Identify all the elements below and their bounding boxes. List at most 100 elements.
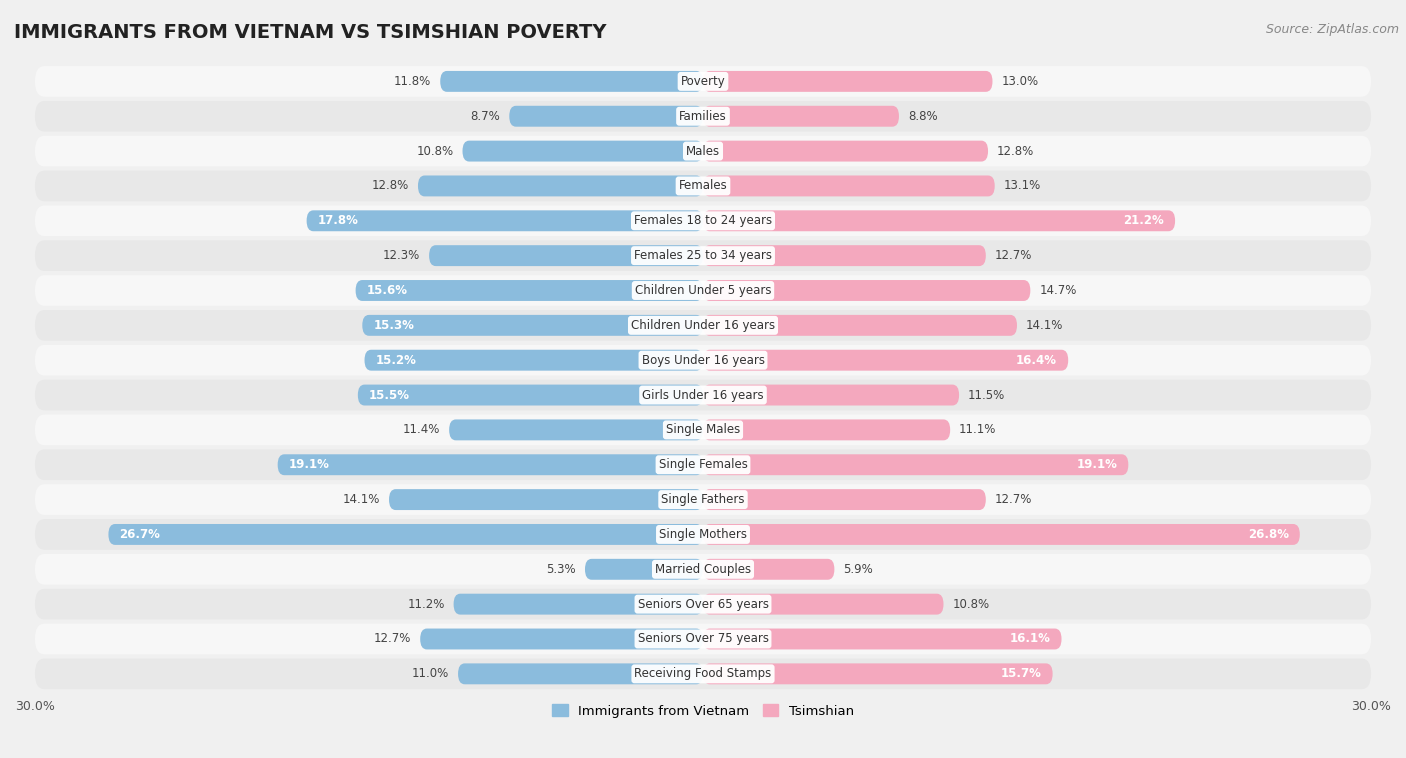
FancyBboxPatch shape xyxy=(35,519,1371,550)
Text: 12.3%: 12.3% xyxy=(382,249,420,262)
Text: 13.1%: 13.1% xyxy=(1004,180,1040,193)
FancyBboxPatch shape xyxy=(389,489,703,510)
FancyBboxPatch shape xyxy=(418,176,703,196)
Text: Married Couples: Married Couples xyxy=(655,562,751,576)
FancyBboxPatch shape xyxy=(35,659,1371,689)
Text: 11.5%: 11.5% xyxy=(967,389,1005,402)
Text: 12.8%: 12.8% xyxy=(371,180,409,193)
Text: 16.4%: 16.4% xyxy=(1017,354,1057,367)
Text: 11.1%: 11.1% xyxy=(959,424,997,437)
Text: 5.3%: 5.3% xyxy=(547,562,576,576)
FancyBboxPatch shape xyxy=(35,66,1371,97)
Text: 19.1%: 19.1% xyxy=(1077,459,1118,471)
FancyBboxPatch shape xyxy=(35,240,1371,271)
FancyBboxPatch shape xyxy=(703,419,950,440)
Text: 13.0%: 13.0% xyxy=(1001,75,1039,88)
Text: Females: Females xyxy=(679,180,727,193)
Text: Source: ZipAtlas.com: Source: ZipAtlas.com xyxy=(1265,23,1399,36)
FancyBboxPatch shape xyxy=(429,245,703,266)
Text: Boys Under 16 years: Boys Under 16 years xyxy=(641,354,765,367)
FancyBboxPatch shape xyxy=(703,210,1175,231)
Text: Single Females: Single Females xyxy=(658,459,748,471)
Text: Poverty: Poverty xyxy=(681,75,725,88)
FancyBboxPatch shape xyxy=(277,454,703,475)
Text: 11.4%: 11.4% xyxy=(404,424,440,437)
Text: 10.8%: 10.8% xyxy=(952,597,990,611)
FancyBboxPatch shape xyxy=(585,559,703,580)
Text: 26.7%: 26.7% xyxy=(120,528,160,541)
FancyBboxPatch shape xyxy=(463,141,703,161)
Text: 12.7%: 12.7% xyxy=(374,632,412,646)
Text: Females 25 to 34 years: Females 25 to 34 years xyxy=(634,249,772,262)
Text: 5.9%: 5.9% xyxy=(844,562,873,576)
FancyBboxPatch shape xyxy=(703,315,1017,336)
FancyBboxPatch shape xyxy=(449,419,703,440)
Legend: Immigrants from Vietnam, Tsimshian: Immigrants from Vietnam, Tsimshian xyxy=(547,699,859,723)
Text: Seniors Over 65 years: Seniors Over 65 years xyxy=(637,597,769,611)
Text: Families: Families xyxy=(679,110,727,123)
FancyBboxPatch shape xyxy=(35,345,1371,375)
FancyBboxPatch shape xyxy=(703,349,1069,371)
FancyBboxPatch shape xyxy=(703,176,994,196)
FancyBboxPatch shape xyxy=(703,280,1031,301)
Text: 14.1%: 14.1% xyxy=(343,493,380,506)
FancyBboxPatch shape xyxy=(35,136,1371,167)
Text: 16.1%: 16.1% xyxy=(1010,632,1050,646)
FancyBboxPatch shape xyxy=(35,310,1371,340)
FancyBboxPatch shape xyxy=(420,628,703,650)
Text: Males: Males xyxy=(686,145,720,158)
Text: 12.7%: 12.7% xyxy=(994,249,1032,262)
FancyBboxPatch shape xyxy=(307,210,703,231)
FancyBboxPatch shape xyxy=(35,171,1371,202)
FancyBboxPatch shape xyxy=(35,589,1371,619)
FancyBboxPatch shape xyxy=(454,594,703,615)
Text: Females 18 to 24 years: Females 18 to 24 years xyxy=(634,215,772,227)
FancyBboxPatch shape xyxy=(703,384,959,406)
Text: 11.0%: 11.0% xyxy=(412,667,449,681)
FancyBboxPatch shape xyxy=(363,315,703,336)
FancyBboxPatch shape xyxy=(703,245,986,266)
FancyBboxPatch shape xyxy=(703,594,943,615)
Text: 26.8%: 26.8% xyxy=(1247,528,1289,541)
Text: Girls Under 16 years: Girls Under 16 years xyxy=(643,389,763,402)
FancyBboxPatch shape xyxy=(35,624,1371,654)
Text: Children Under 5 years: Children Under 5 years xyxy=(634,284,772,297)
Text: 12.8%: 12.8% xyxy=(997,145,1035,158)
FancyBboxPatch shape xyxy=(703,71,993,92)
Text: 11.8%: 11.8% xyxy=(394,75,432,88)
FancyBboxPatch shape xyxy=(458,663,703,684)
FancyBboxPatch shape xyxy=(35,449,1371,480)
FancyBboxPatch shape xyxy=(35,205,1371,236)
Text: Single Mothers: Single Mothers xyxy=(659,528,747,541)
Text: Single Fathers: Single Fathers xyxy=(661,493,745,506)
FancyBboxPatch shape xyxy=(703,559,834,580)
Text: 15.6%: 15.6% xyxy=(367,284,408,297)
FancyBboxPatch shape xyxy=(703,141,988,161)
FancyBboxPatch shape xyxy=(35,275,1371,305)
FancyBboxPatch shape xyxy=(703,628,1062,650)
FancyBboxPatch shape xyxy=(35,101,1371,132)
Text: 17.8%: 17.8% xyxy=(318,215,359,227)
FancyBboxPatch shape xyxy=(440,71,703,92)
Text: IMMIGRANTS FROM VIETNAM VS TSIMSHIAN POVERTY: IMMIGRANTS FROM VIETNAM VS TSIMSHIAN POV… xyxy=(14,23,606,42)
FancyBboxPatch shape xyxy=(703,524,1299,545)
FancyBboxPatch shape xyxy=(359,384,703,406)
Text: 14.1%: 14.1% xyxy=(1026,319,1063,332)
FancyBboxPatch shape xyxy=(703,489,986,510)
Text: 21.2%: 21.2% xyxy=(1123,215,1164,227)
Text: 19.1%: 19.1% xyxy=(288,459,329,471)
Text: 15.3%: 15.3% xyxy=(374,319,415,332)
FancyBboxPatch shape xyxy=(35,380,1371,410)
FancyBboxPatch shape xyxy=(356,280,703,301)
FancyBboxPatch shape xyxy=(703,454,1129,475)
Text: 14.7%: 14.7% xyxy=(1039,284,1077,297)
FancyBboxPatch shape xyxy=(35,415,1371,445)
FancyBboxPatch shape xyxy=(108,524,703,545)
Text: Receiving Food Stamps: Receiving Food Stamps xyxy=(634,667,772,681)
Text: 15.5%: 15.5% xyxy=(368,389,411,402)
Text: 11.2%: 11.2% xyxy=(408,597,444,611)
FancyBboxPatch shape xyxy=(703,663,1053,684)
Text: 15.7%: 15.7% xyxy=(1001,667,1042,681)
Text: 8.8%: 8.8% xyxy=(908,110,938,123)
FancyBboxPatch shape xyxy=(703,106,898,127)
